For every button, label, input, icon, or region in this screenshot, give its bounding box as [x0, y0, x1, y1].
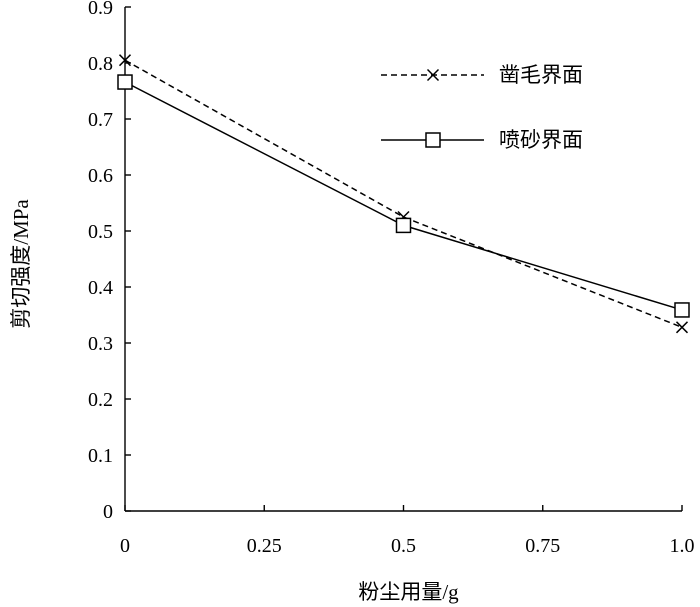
data-point-series-2 [395, 217, 412, 234]
axes: 0 0.1 0.2 0.3 0.4 0.5 0.6 0.7 0.8 0.9 0 0.25 0.5 0.75… [9, 0, 695, 604]
y-tick-label: 0 [103, 501, 113, 523]
y-tick-label: 0.6 [88, 165, 113, 187]
y-tick-label: 0.7 [88, 109, 113, 131]
legend-label-2: 喷砂界面 [499, 128, 583, 152]
y-tick-label: 0.9 [88, 0, 113, 19]
x-tick-label: 0.75 [525, 535, 560, 557]
x-axis-title: 粉尘用量/g [358, 580, 459, 604]
y-tick-label: 0.1 [88, 445, 113, 467]
data-point-series-2 [117, 74, 133, 90]
y-tick-label: 0.3 [88, 333, 113, 355]
x-tick-label: 0.25 [247, 535, 282, 557]
y-tick-label: 0.5 [88, 221, 113, 243]
data-point-series-1 [118, 54, 132, 67]
data-point-series-1 [675, 321, 689, 334]
series-line-1 [124, 59, 683, 329]
y-tick-label: 0.8 [88, 53, 113, 75]
legend-marker-1 [426, 68, 440, 82]
legend-marker-2 [425, 132, 441, 148]
x-tick-label: 1.0 [670, 535, 695, 557]
y-tick-label: 0.4 [88, 277, 113, 299]
series-layer [117, 54, 690, 334]
y-tick-label: 0.2 [88, 389, 113, 411]
x-tick-label: 0.5 [391, 535, 416, 557]
y-axis-title: 剪切强度/MPa [9, 199, 33, 329]
data-point-series-2 [674, 302, 690, 318]
x-tick-label: 0 [120, 535, 130, 557]
series-line-2 [124, 81, 683, 311]
legend-label-1: 凿毛界面 [499, 63, 583, 87]
